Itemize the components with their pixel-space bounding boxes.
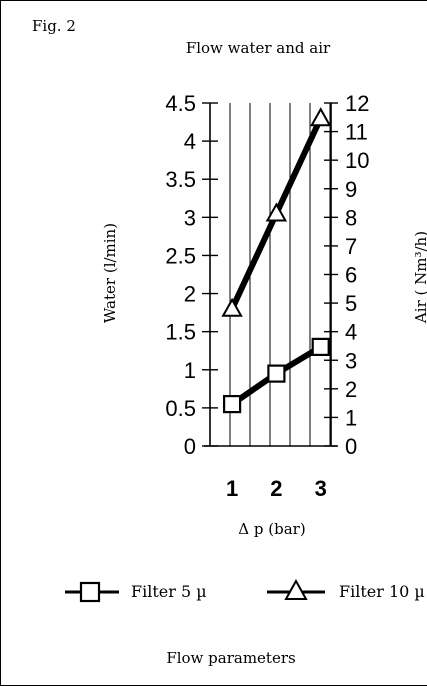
figure-label: Fig. 2 xyxy=(32,17,76,35)
y-tick-label: 4.5 xyxy=(165,91,196,116)
y2-tick-label: 10 xyxy=(345,148,369,173)
legend-triangle-marker xyxy=(284,578,308,600)
chart-title: Flow water and air xyxy=(186,39,331,57)
y-tick-label: 0 xyxy=(184,434,196,459)
y-tick-label: 1 xyxy=(184,358,196,383)
data-point-square xyxy=(267,364,286,383)
y2-tick-label: 8 xyxy=(345,205,357,230)
y2-axis-title: Air ( Nm³/h) xyxy=(412,231,427,324)
legend-label-filter-5: Filter 5 µ xyxy=(131,582,207,601)
y-tick-label: 4 xyxy=(184,129,196,154)
x-tick-label: 3 xyxy=(315,476,327,501)
y2-tick-label: 5 xyxy=(345,291,357,316)
series-layer xyxy=(221,107,332,414)
y2-tick-label: 1 xyxy=(345,405,357,430)
y2-tick-label: 7 xyxy=(345,234,357,259)
figure-caption: Flow parameters xyxy=(166,649,295,667)
y2-tick-label: 4 xyxy=(345,320,357,345)
y2-tick-label: 11 xyxy=(345,120,368,145)
data-point-triangle xyxy=(265,202,288,222)
y-tick-label: 1.5 xyxy=(165,320,196,345)
y-tick-label: 2.5 xyxy=(165,243,196,268)
y2-tick-label: 6 xyxy=(345,263,357,288)
x-axis-title: Δ p (bar) xyxy=(238,520,305,538)
legend-square-marker xyxy=(79,581,101,603)
data-point-triangle xyxy=(309,107,332,127)
y2-tick-label: 3 xyxy=(345,348,357,373)
y2-tick-label: 0 xyxy=(345,434,357,459)
data-point-square xyxy=(223,395,242,414)
y2-tick-label: 9 xyxy=(345,177,357,202)
legend: Filter 5 µ Filter 10 µ xyxy=(65,578,425,603)
y2-tick-label: 2 xyxy=(345,377,357,402)
y2-tick-label: 12 xyxy=(345,91,369,116)
legend-label-filter-10: Filter 10 µ xyxy=(339,582,425,601)
y-tick-label: 3 xyxy=(184,205,196,230)
y-tick-label: 2 xyxy=(184,282,196,307)
y-axis-title: Water (l/min) xyxy=(101,223,119,323)
x-tick-label: 2 xyxy=(270,476,282,501)
data-point-triangle xyxy=(221,297,243,317)
y-tick-label: 0.5 xyxy=(165,396,196,421)
y-tick-label: 3.5 xyxy=(165,167,196,192)
x-tick-label: 1 xyxy=(226,476,238,501)
axis-layer xyxy=(202,102,338,447)
data-point-square xyxy=(311,337,330,356)
